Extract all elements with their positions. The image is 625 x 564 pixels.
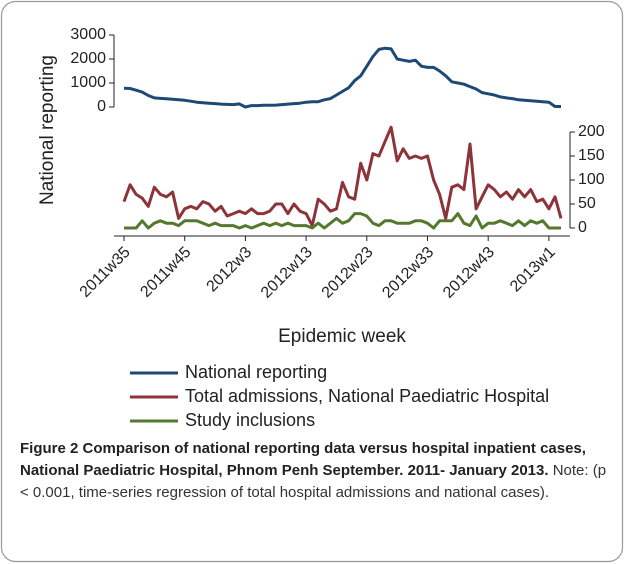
x-tick-label: 2013w1	[507, 244, 559, 296]
x-tick-label: 2012w3	[204, 244, 256, 296]
caption: Figure 2 Comparison of national reportin…	[20, 438, 612, 504]
y2-tick-label: 0	[578, 219, 587, 236]
legend-label: National reporting	[185, 362, 327, 382]
series-line	[124, 212, 561, 230]
series-line	[122, 125, 563, 228]
y-tick-label: 3000	[70, 26, 106, 43]
legend-label: Total admissions, National Paediatric Ho…	[185, 386, 549, 406]
x-tick-label: 2012w23	[319, 244, 377, 302]
x-tick-label: 2012w13	[258, 244, 316, 302]
y-tick-label: 2000	[70, 50, 106, 67]
caption-note: Note: (p < 0.001, time-series regression…	[20, 462, 607, 501]
x-tick-label: 2011w45	[137, 244, 194, 301]
x-tick-label: 2012w43	[440, 244, 498, 302]
y-tick-label: 1000	[70, 74, 106, 91]
y2-tick-label: 200	[578, 123, 605, 140]
x-tick-label: 2012w33	[379, 244, 437, 302]
series-line	[123, 46, 561, 109]
y2-tick-label: 100	[578, 171, 605, 188]
y-tick-label: 0	[97, 98, 106, 115]
legend-label: Study inclusions	[185, 410, 315, 430]
x-axis-label: Epidemic week	[278, 326, 406, 347]
y2-tick-label: 50	[578, 195, 596, 212]
y2-tick-label: 150	[578, 147, 605, 164]
caption-title: Figure 2 Comparison of national reportin…	[20, 440, 586, 479]
x-tick-label: 2011w35	[77, 244, 134, 301]
y-axis-label: National reporting	[37, 55, 58, 205]
